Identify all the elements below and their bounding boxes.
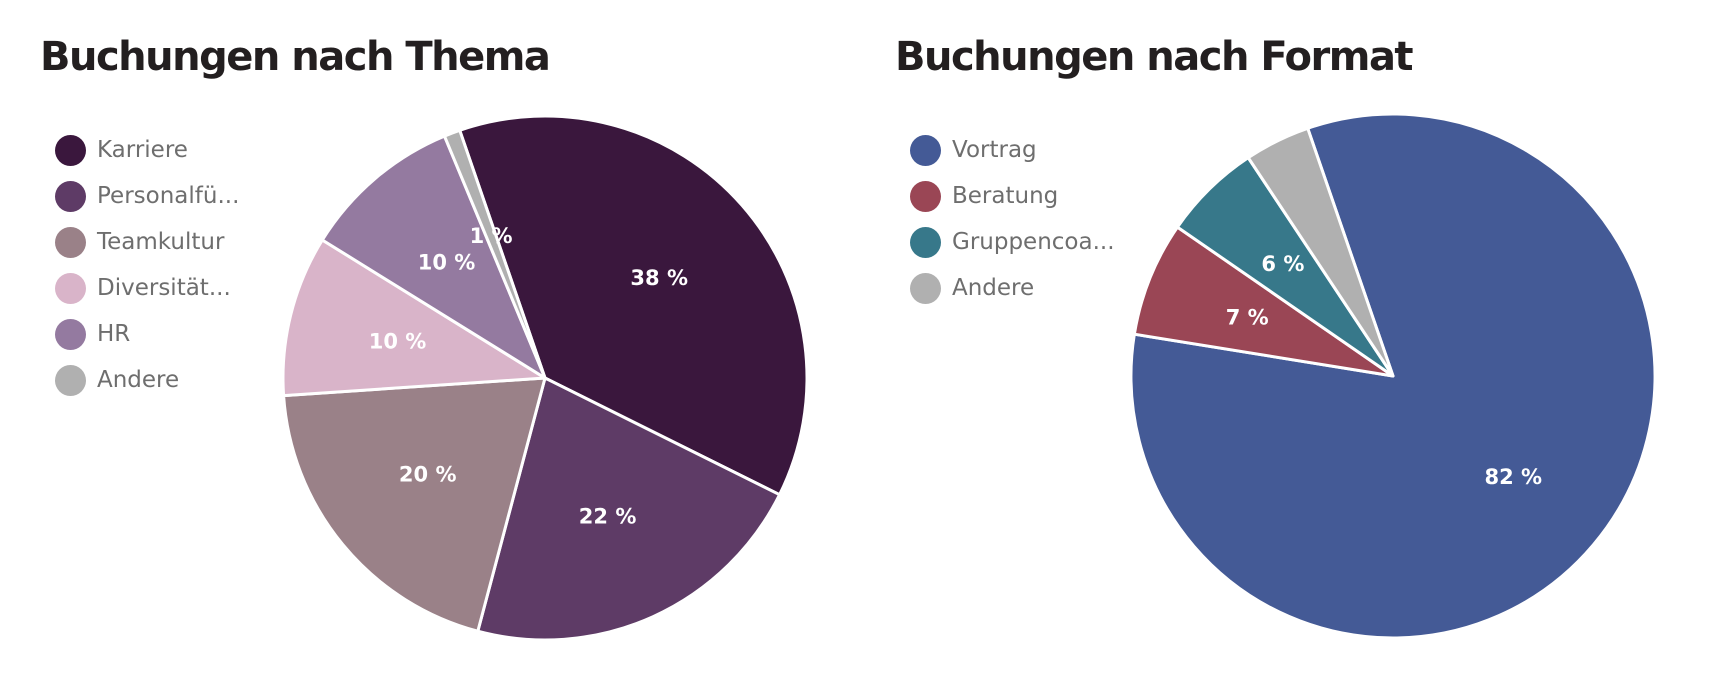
legend-swatch xyxy=(55,272,86,304)
slice-data-label: 22 % xyxy=(579,504,637,528)
slice-data-label: 82 % xyxy=(1485,465,1543,489)
legend-item[interactable]: Teamkultur xyxy=(55,219,239,265)
legend-label: Teamkultur xyxy=(97,229,225,255)
pie-labels: 38 %22 %20 %10 %10 %1 % xyxy=(369,224,688,529)
pie-labels: 82 % 7 % 6 % xyxy=(1226,252,1542,489)
pie-chart: 38 %22 %20 %10 %10 %1 % xyxy=(281,114,809,642)
legend-item[interactable]: Karriere xyxy=(55,127,239,173)
legend-swatch xyxy=(55,134,86,166)
legend-label: Gruppencoa... xyxy=(952,229,1115,255)
pie-slice[interactable] xyxy=(458,114,809,497)
pie-slice[interactable] xyxy=(1246,126,1395,378)
legend-item[interactable]: Andere xyxy=(55,357,239,403)
chart-legend: Karriere Personalfü... Teamkultur Diversitä… xyxy=(55,127,239,403)
legend-label: HR xyxy=(97,321,131,347)
pie-slice[interactable] xyxy=(282,376,547,633)
pie-slice[interactable] xyxy=(442,128,547,380)
pie-slice[interactable] xyxy=(320,134,547,380)
legend-swatch xyxy=(910,226,941,258)
pie-slice[interactable] xyxy=(1132,225,1395,378)
legend-item[interactable]: Andere xyxy=(910,265,1115,311)
legend-swatch xyxy=(55,226,86,258)
slice-data-label: 1 % xyxy=(470,224,513,248)
pie-slice[interactable] xyxy=(281,238,547,398)
legend-label: Andere xyxy=(97,367,180,393)
pie-chart: 82 % 7 % 6 % xyxy=(1129,112,1657,640)
legend-swatch xyxy=(910,134,941,166)
slice-data-label: 6 % xyxy=(1261,252,1304,276)
slice-data-label: 7 % xyxy=(1226,305,1269,329)
slice-data-label: 20 % xyxy=(399,463,457,487)
legend-swatch xyxy=(910,180,941,212)
legend-swatch xyxy=(55,180,86,212)
legend-label: Andere xyxy=(952,275,1035,301)
chart-title: Buchungen nach Thema xyxy=(40,34,551,80)
legend-label: Personalfü... xyxy=(97,183,240,209)
legend-swatch xyxy=(55,364,86,396)
legend-item[interactable]: HR xyxy=(55,311,239,357)
legend-label: Vortrag xyxy=(952,137,1037,163)
pie-slice[interactable] xyxy=(476,376,782,642)
chart-legend: Vortrag Beratung Gruppencoa... Andere xyxy=(910,127,1115,311)
legend-item[interactable]: Vortrag xyxy=(910,127,1115,173)
legend-item[interactable]: Gruppencoa... xyxy=(910,219,1115,265)
pie-slices xyxy=(1129,112,1657,640)
slice-data-label: 10 % xyxy=(418,250,476,274)
legend-label: Karriere xyxy=(97,137,188,163)
legend-item[interactable]: Beratung xyxy=(910,173,1115,219)
chart-panel-format: Buchungen nach Format Vortrag Beratung Gru… xyxy=(855,0,1710,698)
legend-swatch xyxy=(910,272,941,304)
chart-panel-thema: Buchungen nach Thema Karriere Personalfü.… xyxy=(40,34,809,642)
pie-slices xyxy=(281,114,809,642)
legend-swatch xyxy=(55,318,86,350)
slice-data-label: 38 % xyxy=(630,266,688,290)
legend-label: Beratung xyxy=(952,183,1059,209)
legend-item[interactable]: Personalfü... xyxy=(55,173,239,219)
slice-data-label: 10 % xyxy=(369,329,427,353)
chart-title: Buchungen nach Format xyxy=(895,34,1414,80)
legend-label: Diversität... xyxy=(97,275,231,301)
legend-item[interactable]: Diversität... xyxy=(55,265,239,311)
